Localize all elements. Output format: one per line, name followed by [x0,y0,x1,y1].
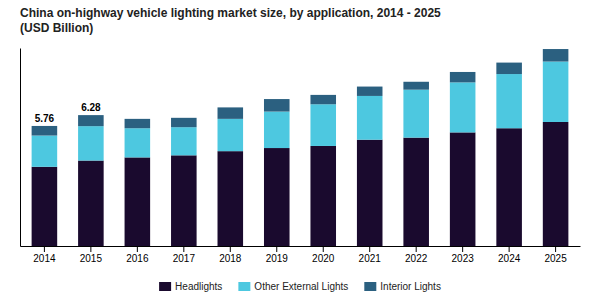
bar [32,136,58,167]
x-tick-mark [369,246,370,252]
x-tick-mark [509,246,510,252]
legend-swatch [364,282,376,291]
x-tick: 2020 [312,246,335,264]
x-tick: 2017 [173,246,196,264]
x-tick-mark [90,246,91,252]
x-tick: 2019 [266,246,289,264]
bar [310,104,336,146]
legend-item: Interior Lights [364,281,441,292]
plot-area: 2014 2015 2016 2017 2018 2019 2020 2021 2022 2023… [21,49,581,265]
title-line: China on-highway vehicle lighting market… [20,6,441,20]
x-tick: 2015 [80,246,103,264]
bar [32,126,58,136]
bar [218,119,244,151]
annotation: 6.28 [81,102,101,113]
series [32,122,569,246]
y-axis [20,49,21,247]
bar [496,128,522,246]
x-tick-label: 2019 [266,253,289,264]
x-axis: 2014 2015 2016 2017 2018 2019 2020 2021 2022 2023… [21,246,581,264]
x-tick: 2023 [452,246,475,264]
bar [357,96,383,140]
bar [403,90,429,138]
x-tick-mark [230,246,231,252]
x-tick: 2025 [544,246,567,264]
x-tick-mark [276,246,277,252]
x-tick-label: 2014 [33,253,56,264]
bar [310,95,336,104]
x-tick-mark [555,246,556,252]
bar [78,126,104,160]
bar [32,167,58,246]
x-tick-mark [462,246,463,252]
bar [496,74,522,128]
bar [78,161,104,246]
x-tick: 2021 [359,246,382,264]
x-tick-label: 2020 [312,253,335,264]
x-tick-mark [137,246,138,252]
legend: Headlights Other External Lights Interior … [159,281,441,292]
x-axis-line [21,246,581,247]
legend-swatch [159,282,171,291]
x-tick-mark [416,246,417,252]
bar [171,127,197,155]
title-line: (USD Billion) [20,21,93,35]
legend-label: Interior Lights [380,281,441,292]
legend-item: Other External Lights [238,281,348,292]
chart-container: China on-highway vehicle lighting market… [0,0,600,300]
bar [171,155,197,246]
bar [543,49,569,62]
x-tick: 2018 [219,246,242,264]
x-tick-label: 2021 [359,253,382,264]
bar [543,122,569,246]
bar [450,82,476,132]
x-tick-label: 2017 [173,253,196,264]
x-tick: 2022 [405,246,428,264]
x-tick: 2024 [498,246,521,264]
legend-label: Headlights [175,281,222,292]
annotation: 5.76 [35,113,55,124]
bars [32,49,569,246]
bar [125,128,151,157]
bar [78,115,104,126]
x-tick-label: 2024 [498,253,521,264]
bar [264,148,290,246]
x-tick-mark [44,246,45,252]
bar [403,138,429,246]
x-tick-label: 2018 [219,253,242,264]
x-tick-label: 2025 [544,253,567,264]
x-tick-label: 2016 [126,253,149,264]
bar [125,157,151,246]
legend-item: Headlights [159,281,222,292]
x-tick: 2016 [126,246,149,264]
bar [357,87,383,96]
x-tick-label: 2015 [80,253,103,264]
chart: China on-highway vehicle lighting market… [0,0,600,300]
bar [125,119,151,128]
bar [171,118,197,127]
bar [218,107,244,118]
bar [450,72,476,82]
x-tick-label: 2022 [405,253,428,264]
bar [403,82,429,90]
series [32,62,569,167]
bar [264,112,290,148]
x-tick-label: 2023 [452,253,475,264]
bar [496,63,522,74]
bar [218,151,244,246]
x-tick-mark [183,246,184,252]
legend-swatch [238,282,250,291]
y-axis-line [20,49,21,247]
bar [264,99,290,112]
bar [310,146,336,246]
title: China on-highway vehicle lighting market… [20,6,441,35]
x-tick-mark [323,246,324,252]
legend-label: Other External Lights [254,281,348,292]
x-tick: 2014 [33,246,56,264]
bar [450,132,476,246]
bar [357,140,383,246]
bar [543,62,569,122]
series [32,49,569,135]
